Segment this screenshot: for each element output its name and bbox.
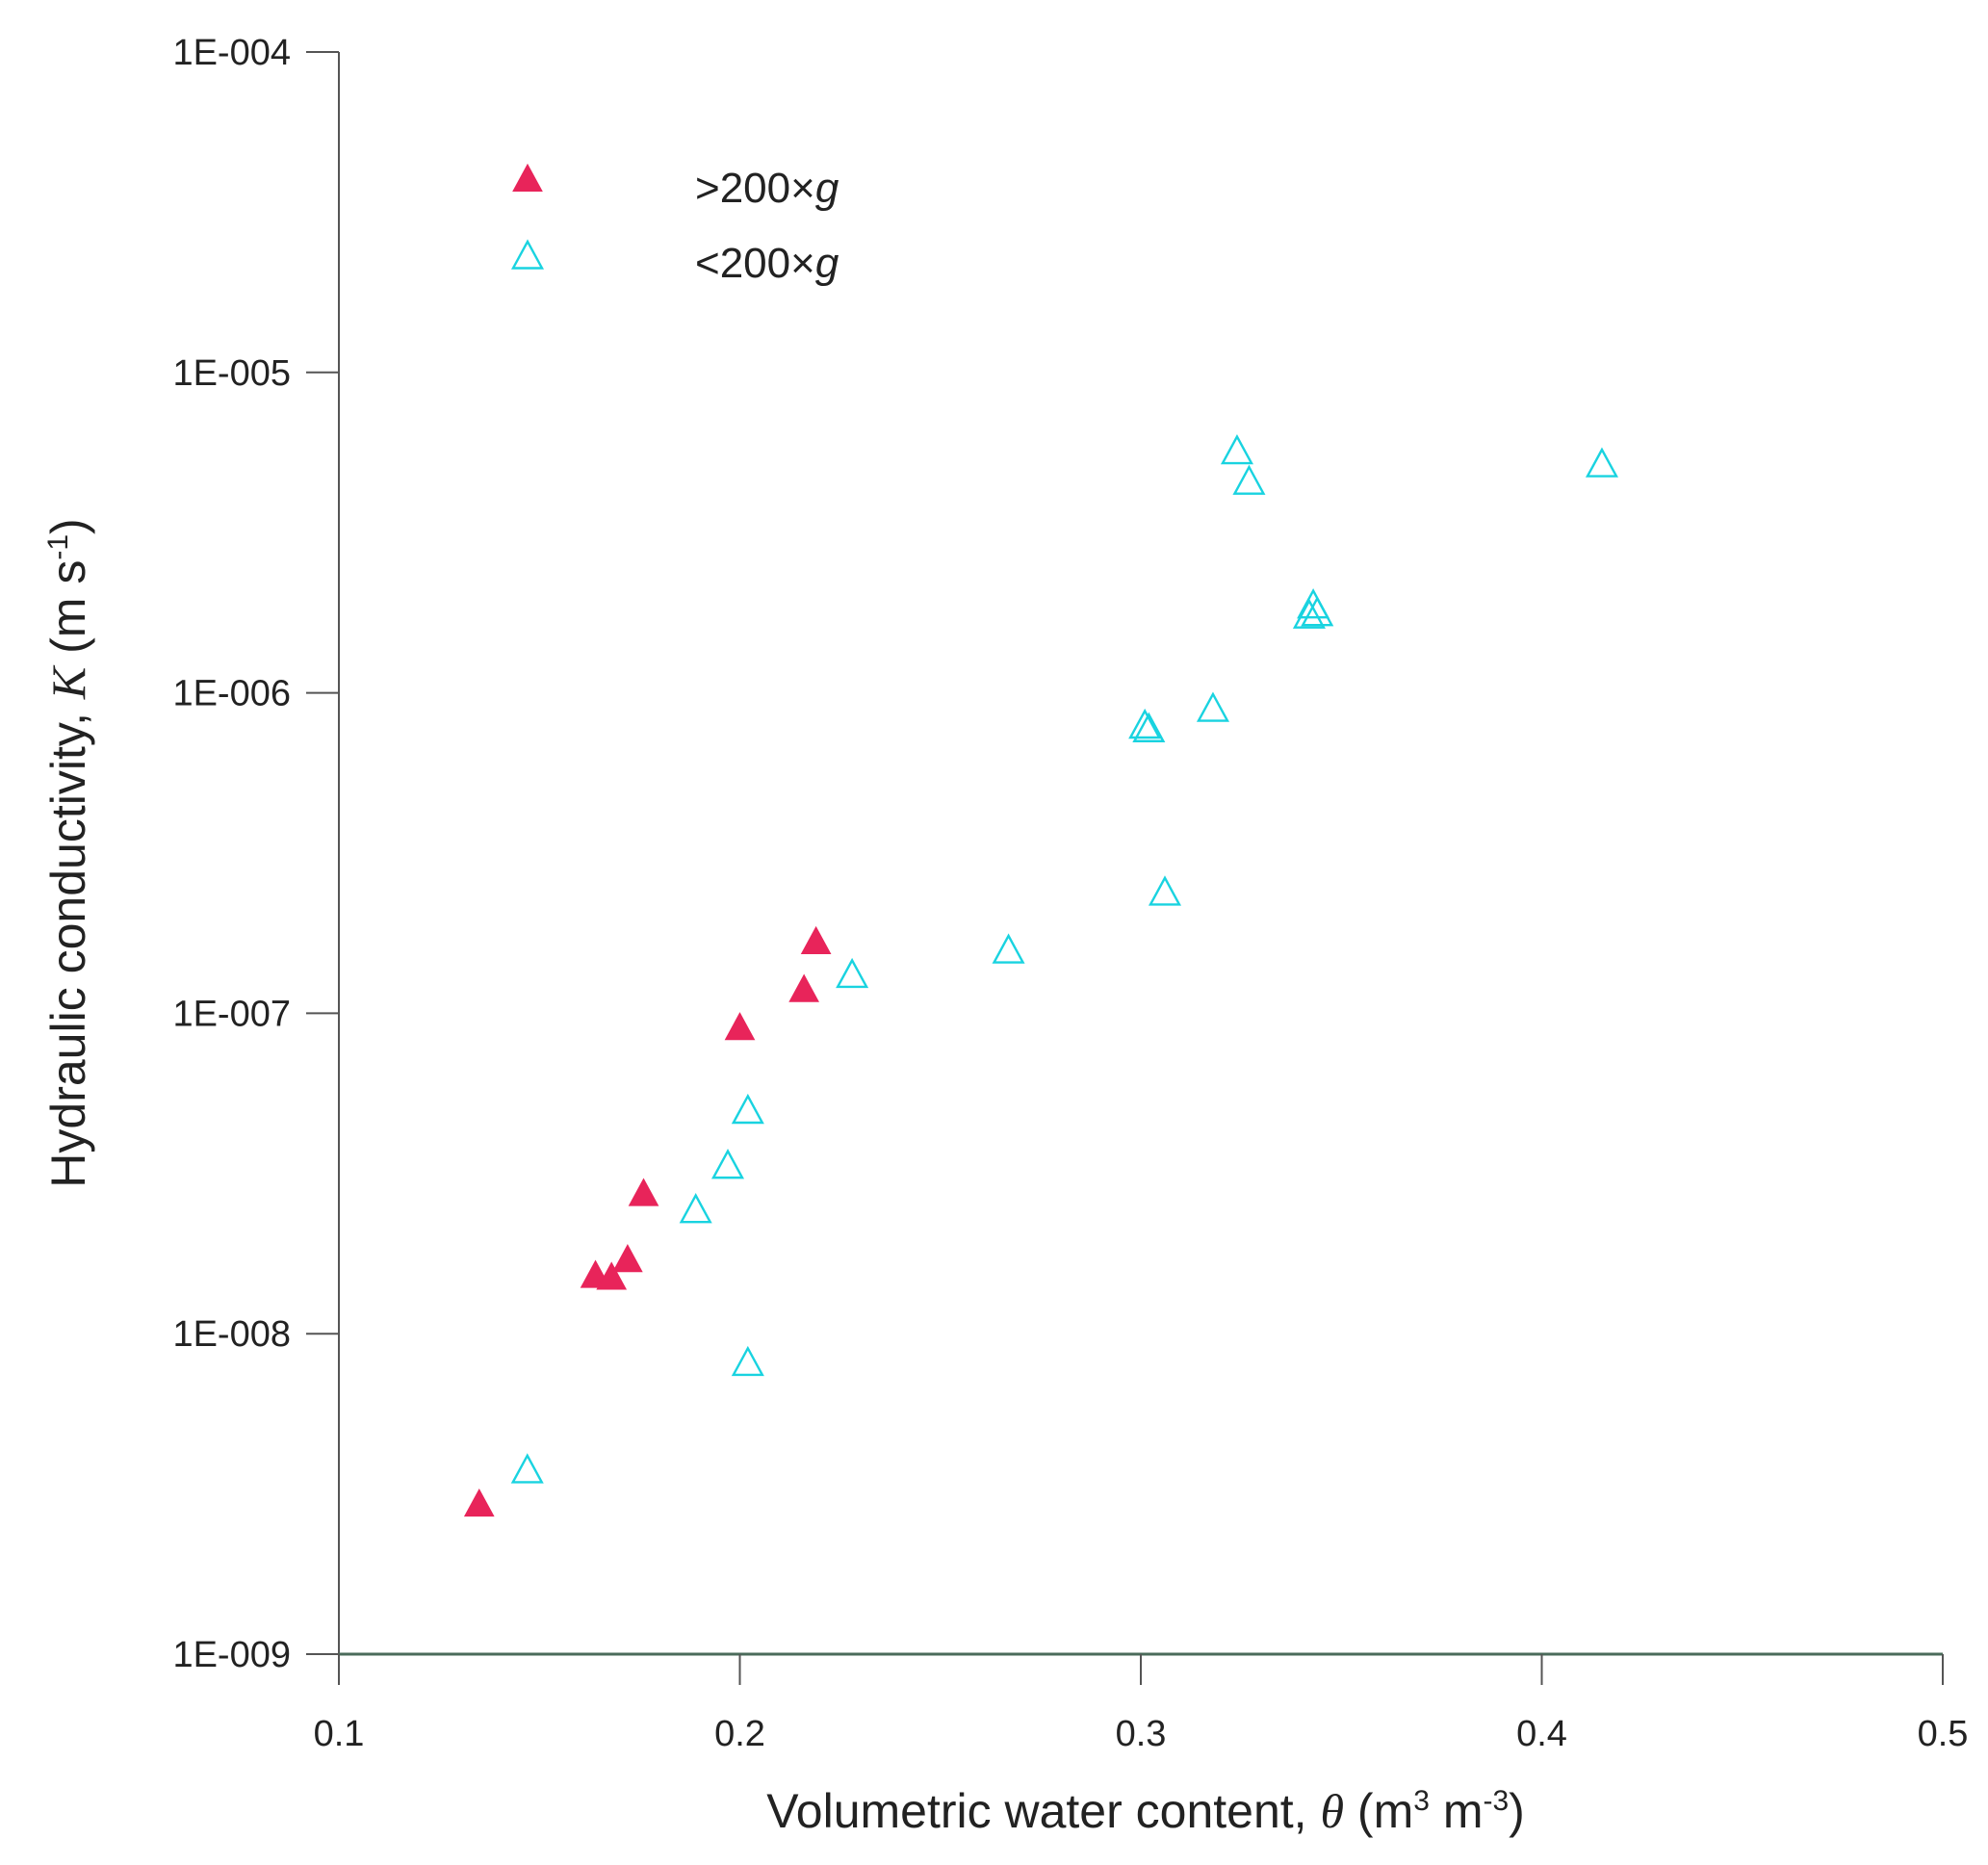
point-below-200g (1301, 596, 1334, 627)
x-axis-title: Volumetric water content, θ (m3 m-3) (766, 1784, 1525, 1838)
x-tick-label: 0.4 (1516, 1714, 1567, 1754)
point-below-200g (1196, 691, 1229, 722)
y-tick-label: 1E-007 (172, 994, 291, 1034)
x-ticks: 0.1 0.2 0.3 0.4 0.5 (314, 1654, 1969, 1754)
point-above-200g (612, 1244, 643, 1273)
point-above-200g (800, 925, 832, 955)
y-tick-label: 1E-004 (172, 33, 291, 73)
data-points (463, 433, 1618, 1517)
x-tick-label: 0.5 (1918, 1714, 1969, 1754)
point-below-200g (1148, 875, 1182, 906)
legend-label-above-200g: >200×g (695, 165, 839, 212)
point-below-200g (1220, 433, 1253, 465)
x-tick-label: 0.3 (1116, 1714, 1167, 1754)
y-tick-label: 1E-006 (172, 674, 291, 714)
y-tick-label: 1E-009 (172, 1635, 291, 1675)
y-tick-label: 1E-008 (172, 1314, 291, 1355)
point-above-200g (463, 1488, 495, 1517)
point-below-200g (510, 1453, 544, 1484)
point-above-200g (724, 1012, 756, 1041)
legend-marker-filled-triangle (512, 163, 543, 192)
point-above-200g (628, 1178, 659, 1206)
y-ticks: 1E-009 1E-008 1E-007 1E-006 1E-005 1E-004 (172, 33, 339, 1675)
point-below-200g (710, 1149, 745, 1179)
point-below-200g (1128, 708, 1162, 739)
point-below-200g (731, 1093, 764, 1125)
legend-marker-open-triangle (510, 239, 545, 270)
point-above-200g (788, 973, 819, 1002)
legend-label-below-200g: <200×g (695, 240, 839, 287)
x-tick-label: 0.2 (714, 1714, 765, 1754)
point-below-200g (679, 1193, 712, 1224)
y-tick-label: 1E-005 (172, 353, 291, 394)
point-below-200g (992, 933, 1025, 964)
x-tick-label: 0.1 (314, 1714, 365, 1754)
point-below-200g (731, 1345, 764, 1377)
legend: >200×g <200×g (510, 163, 839, 287)
point-below-200g (1232, 464, 1266, 495)
point-below-200g (1132, 712, 1166, 742)
point-below-200g (1292, 598, 1326, 629)
point-below-200g (836, 957, 869, 989)
y-axis-title: Hydraulic conductivity, K (m s-1) (41, 518, 95, 1187)
point-above-200g (596, 1261, 628, 1290)
point-below-200g (1585, 447, 1618, 478)
